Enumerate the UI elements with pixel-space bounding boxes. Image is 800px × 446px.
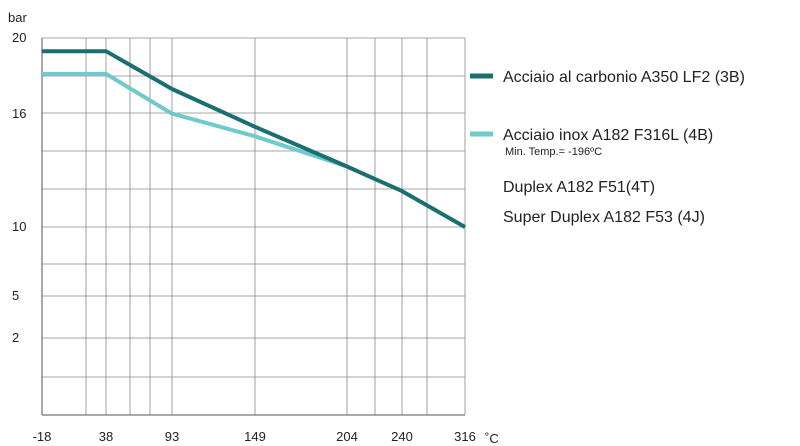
series-line-0 (42, 49, 466, 229)
legend-label-duplex: Duplex A182 F51(4T) (503, 179, 655, 196)
y-unit-label: bar (8, 10, 27, 25)
legend: Acciaio al carbonio A350 LF2 (3B) Acciai… (470, 69, 745, 226)
y-tick-label: 10 (12, 219, 26, 234)
legend-note-min-temp: Min. Temp.= -196ºC (505, 146, 602, 158)
grid (41, 37, 466, 416)
x-tick-label: -18 (33, 429, 52, 444)
x-tick-label: 316 (454, 429, 476, 444)
legend-label-inox: Acciaio inox A182 F316L (4B) (503, 127, 713, 144)
x-axis: -18 38 93 149 204 240 316 (33, 429, 476, 444)
y-tick-label: 5 (12, 288, 19, 303)
y-tick-label: 20 (12, 30, 26, 45)
y-tick-label: 2 (12, 330, 19, 345)
x-tick-label: 38 (99, 429, 113, 444)
x-tick-label: 149 (244, 429, 266, 444)
x-tick-label: 204 (336, 429, 358, 444)
x-tick-label: 93 (165, 429, 179, 444)
x-tick-label: 240 (391, 429, 413, 444)
series-line-1 (42, 71, 348, 169)
series-lines (42, 49, 466, 229)
y-tick-label: 16 (12, 106, 26, 121)
legend-label-super-duplex: Super Duplex A182 F53 (4J) (503, 209, 705, 226)
x-unit-label: ˚C (485, 431, 499, 446)
y-axis: 20 16 10 5 2 (12, 30, 26, 345)
legend-label-carbon: Acciaio al carbonio A350 LF2 (3B) (503, 69, 745, 86)
